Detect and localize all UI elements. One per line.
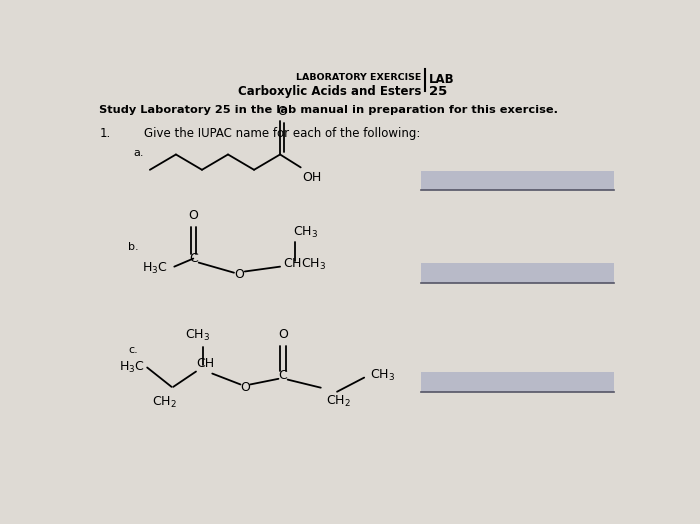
Text: c.: c. [128, 345, 138, 355]
Text: LABORATORY EXERCISE: LABORATORY EXERCISE [296, 73, 421, 82]
Text: Give the IUPAC name for each of the following:: Give the IUPAC name for each of the foll… [144, 127, 421, 140]
Text: O: O [234, 268, 244, 281]
Text: $\mathregular{CH_2}$: $\mathregular{CH_2}$ [326, 394, 351, 409]
Text: $\mathregular{H_3C}$: $\mathregular{H_3C}$ [141, 261, 167, 276]
Text: b.: b. [128, 243, 139, 253]
Bar [421, 264, 614, 283]
Text: $\mathregular{CH_3}$: $\mathregular{CH_3}$ [370, 368, 395, 383]
Text: $\mathregular{H_3C}$: $\mathregular{H_3C}$ [119, 360, 144, 375]
Text: 25: 25 [429, 85, 447, 98]
Text: $\mathregular{CH_3}$: $\mathregular{CH_3}$ [185, 328, 209, 343]
Text: O: O [188, 209, 198, 222]
Text: $\mathregular{CHCH_3}$: $\mathregular{CHCH_3}$ [283, 257, 326, 272]
Text: CH: CH [196, 356, 214, 369]
Text: Carboxylic Acids and Esters: Carboxylic Acids and Esters [238, 85, 421, 98]
Text: O: O [276, 105, 287, 118]
Text: a.: a. [134, 148, 144, 158]
Text: 1.: 1. [99, 127, 111, 140]
Text: LAB: LAB [429, 73, 455, 86]
Text: $\mathregular{CH_2}$: $\mathregular{CH_2}$ [152, 395, 177, 410]
Bar [421, 171, 614, 190]
Bar [421, 373, 614, 392]
Text: C: C [279, 369, 287, 382]
Text: O: O [240, 381, 250, 394]
Text: OH: OH [302, 171, 321, 183]
Text: Study Laboratory 25 in the lab manual in preparation for this exercise.: Study Laboratory 25 in the lab manual in… [99, 105, 559, 115]
Text: $\mathregular{CH_3}$: $\mathregular{CH_3}$ [293, 225, 318, 241]
Text: O: O [278, 328, 288, 341]
Text: C: C [189, 252, 197, 265]
